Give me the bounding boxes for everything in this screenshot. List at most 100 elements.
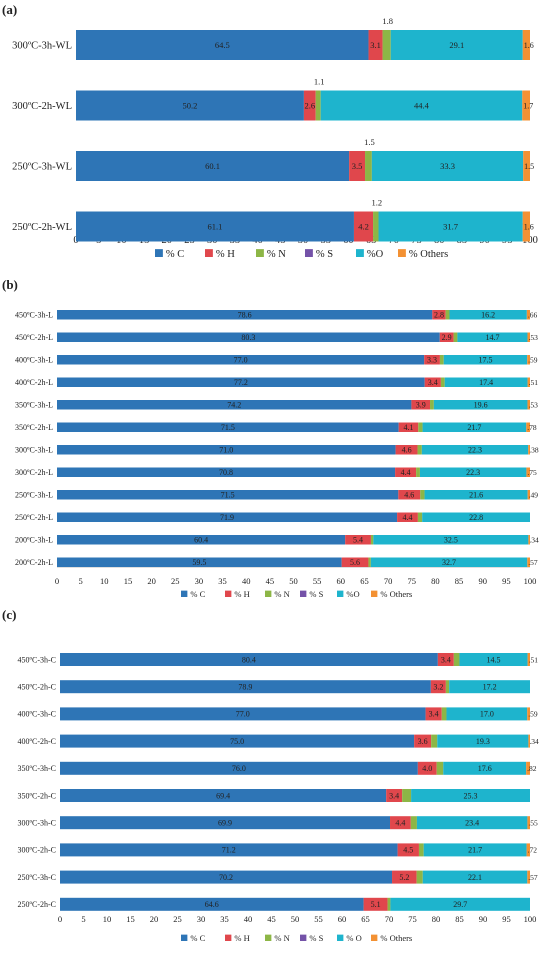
bar-segment-o <box>424 490 528 500</box>
data-label-h: 4.4 <box>401 468 411 477</box>
data-label-h: 4.1 <box>403 423 413 432</box>
data-label-c: 75.0 <box>230 737 244 746</box>
legend-swatch-c <box>155 249 163 257</box>
bar-segment-n <box>418 843 424 857</box>
legend-swatch-h <box>225 934 232 941</box>
x-tick-label: 25 <box>173 914 182 924</box>
bar-segment-others <box>527 557 530 567</box>
bar-segment-o <box>449 310 527 320</box>
data-label-c: 71.5 <box>221 423 235 432</box>
bar-segment-c <box>57 512 398 522</box>
category-label: 400ºC-3h-C <box>18 710 56 719</box>
category-label: 200ºC-2h-L <box>15 558 53 567</box>
bar-segment-h <box>414 734 432 748</box>
data-label-others: .66 <box>528 311 538 320</box>
data-label-c: 70.2 <box>219 873 233 882</box>
bar-segment-o <box>422 512 530 522</box>
legend-swatch-s <box>305 249 313 257</box>
x-tick-label: 90 <box>479 914 488 924</box>
data-label-others: 1.5 <box>524 162 534 171</box>
data-label-o: 19.3 <box>476 737 490 746</box>
x-tick-label: 20 <box>147 576 156 586</box>
legend-swatch-c <box>181 934 188 941</box>
data-label-h: 4.6 <box>402 446 412 455</box>
data-label-o: 19.6 <box>474 401 488 410</box>
chart-panel-c: (c) 0 5 10 15 20 25 30 35 40 45 50 55 60 65 70 75 80 85 90 9… <box>2 607 539 943</box>
bar-segment-o <box>421 445 529 455</box>
data-label-c: 77.0 <box>234 356 248 365</box>
bar-segment-h <box>392 870 417 884</box>
data-label-h: 2.9 <box>442 333 452 342</box>
category-label: 350ºC-2h-C <box>18 791 56 800</box>
bar-segment-others <box>526 843 530 857</box>
data-label-o: 25.3 <box>464 791 478 800</box>
bar-segment-c <box>76 30 369 60</box>
data-label-c: 70.8 <box>219 468 233 477</box>
legend-swatch-n <box>265 590 272 597</box>
legend-label: % Others <box>409 249 448 260</box>
data-label-c: 77.0 <box>236 710 250 719</box>
data-label-c: 69.9 <box>218 819 232 828</box>
bar-segment-n <box>441 707 447 721</box>
bar-segment-o <box>419 467 527 477</box>
bar-row: 350ºC-3h-L 74.2 3.9 19.6 .53 <box>15 400 538 410</box>
panel-label: (c) <box>2 607 16 622</box>
legend-swatch-s <box>300 590 307 597</box>
bar-segment-c <box>60 816 391 830</box>
bar-segment-h <box>368 30 383 60</box>
bar-segment-others <box>527 816 530 830</box>
data-label-o: 17.4 <box>479 378 493 387</box>
bar-row: 300ºC-3h-WL 64.5 3.1 1.8 29.1 1.6 <box>12 16 534 60</box>
bar-segment-n <box>370 535 374 545</box>
bar-segment-o <box>390 897 530 911</box>
bar-segment-o <box>444 377 528 387</box>
bar-segment-o <box>378 211 523 242</box>
bar-segment-o <box>437 734 529 748</box>
x-tick-label: 40 <box>244 914 253 924</box>
bar-segment-others <box>528 445 530 455</box>
x-tick-label: 80 <box>432 914 441 924</box>
data-label-o: 21.7 <box>467 423 481 432</box>
data-label-n: 1.8 <box>382 16 393 26</box>
data-label-others: 1.6 <box>524 222 534 231</box>
panel-label: (b) <box>2 277 18 292</box>
legend-swatch-h <box>225 590 232 597</box>
data-label-c: 71.0 <box>219 446 233 455</box>
data-label-others: .75 <box>527 468 537 477</box>
bar-segment-others <box>522 211 530 242</box>
data-label-o: 17.2 <box>483 683 497 692</box>
bar-segment-n <box>382 30 391 60</box>
bar-segment-o <box>422 422 527 432</box>
data-label-o: 22.8 <box>469 513 483 522</box>
bar-segment-n <box>365 151 372 181</box>
legend-label: % S <box>316 249 333 260</box>
data-label-h: 3.5 <box>352 161 363 171</box>
bar-segment-n <box>373 211 379 242</box>
bar-row: 250ºC-3h-L 71.5 4.6 21.6 .49 <box>15 490 538 500</box>
bar-segment-n <box>418 422 423 432</box>
bar-segment-o <box>423 843 527 857</box>
data-label-o: 32.5 <box>444 536 458 545</box>
bar-segment-n <box>417 512 423 522</box>
bar-row: 300ºC-2h-C 71.2 4.5 21.7 .72 <box>18 843 537 857</box>
bar-segment-c <box>76 90 304 121</box>
bar-segment-o <box>457 332 528 342</box>
data-label-o: 17.5 <box>478 356 492 365</box>
bar-segment-h <box>353 211 374 242</box>
bar-row: 350ºC-2h-L 71.5 4.1 21.7 .78 <box>15 422 537 432</box>
category-label: 250ºC-3h-C <box>18 873 56 882</box>
bar-segment-o <box>320 90 523 121</box>
data-label-others: .38 <box>529 446 539 455</box>
category-label: 400ºC-3h-L <box>15 356 53 365</box>
data-label-o: 21.7 <box>468 846 482 855</box>
x-tick-label: 10 <box>103 914 112 924</box>
bar-segment-n <box>387 897 391 911</box>
bar-segment-c <box>57 332 440 342</box>
data-label-h: 4.5 <box>403 846 413 855</box>
bar-segment-h <box>397 512 418 522</box>
bar-segment-h <box>395 467 417 477</box>
category-label: 200ºC-3h-L <box>15 536 53 545</box>
x-tick-label: 45 <box>267 914 276 924</box>
bar-segment-h <box>395 445 418 455</box>
